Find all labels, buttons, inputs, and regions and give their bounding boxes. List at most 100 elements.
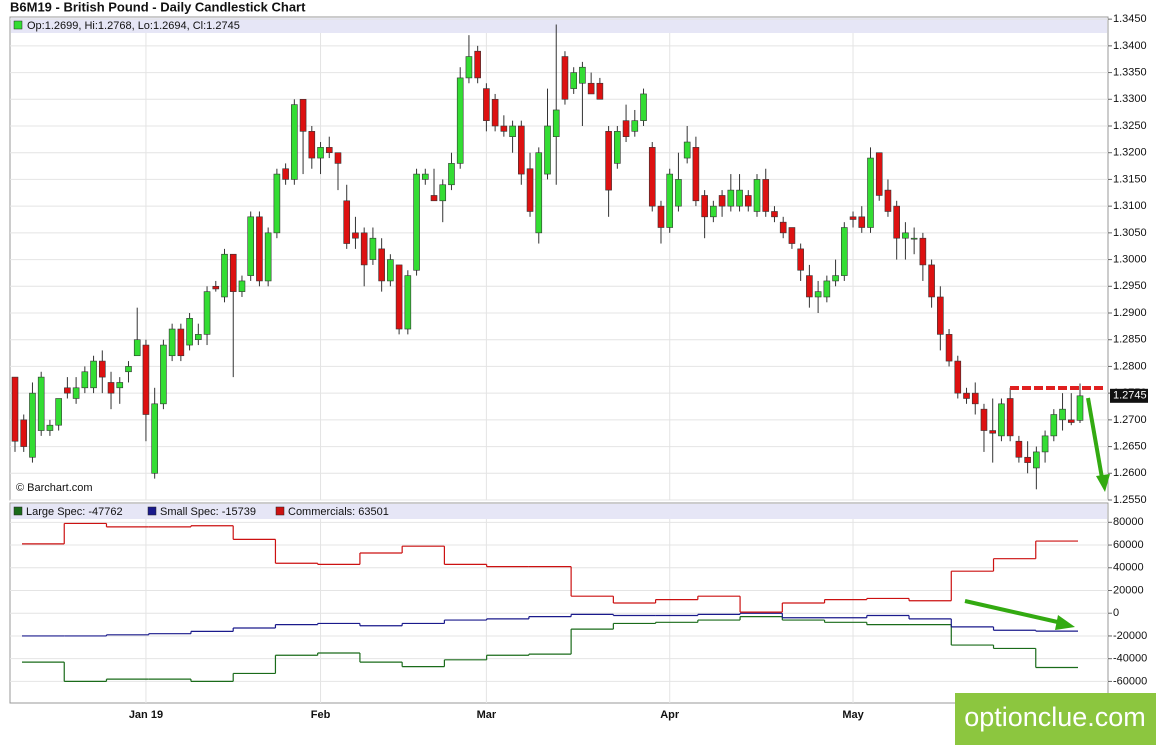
candle-body bbox=[317, 147, 324, 159]
candle-body bbox=[474, 50, 481, 79]
watermark: optionclue.com bbox=[964, 702, 1146, 732]
legend-label: Large Spec: -47762 bbox=[26, 506, 123, 518]
candle-body bbox=[334, 152, 342, 164]
candle-body bbox=[736, 189, 743, 207]
candle-body bbox=[448, 163, 455, 186]
candle-body bbox=[20, 419, 28, 447]
y-tick-label: -40000 bbox=[1113, 653, 1147, 665]
candle-body bbox=[675, 179, 682, 207]
candle-body bbox=[55, 398, 62, 426]
candle-body bbox=[483, 88, 490, 121]
candle-body bbox=[971, 392, 979, 405]
marks bbox=[11, 24, 1084, 683]
candle-body bbox=[291, 104, 298, 180]
candle-body bbox=[640, 93, 647, 121]
candle-body bbox=[264, 232, 272, 282]
candle-body bbox=[648, 147, 656, 207]
candle-body bbox=[299, 98, 307, 132]
candle-body bbox=[456, 77, 464, 164]
y-tick-label: 1.3050 bbox=[1113, 227, 1147, 239]
x-tick-label: Jan 19 bbox=[129, 709, 163, 721]
candle-body bbox=[561, 56, 569, 100]
y-tick-label: 80000 bbox=[1113, 516, 1144, 528]
candle-body bbox=[858, 216, 866, 228]
candle-body bbox=[893, 205, 900, 239]
candle-body bbox=[788, 227, 796, 244]
candle-body bbox=[421, 173, 429, 180]
y-tick-label: 0 bbox=[1113, 607, 1119, 619]
candle-body bbox=[596, 82, 604, 100]
candle-body bbox=[526, 168, 534, 212]
cot-legend-band bbox=[11, 504, 1107, 519]
arrow-head bbox=[1055, 615, 1075, 630]
candle-body bbox=[177, 328, 185, 357]
candle-body bbox=[919, 237, 927, 266]
candle-body bbox=[631, 120, 639, 132]
candle-body bbox=[518, 125, 525, 175]
last-price-label: 1.2745 bbox=[1113, 390, 1147, 402]
candle-body bbox=[910, 237, 918, 240]
candle-body bbox=[81, 371, 89, 389]
candle-body bbox=[849, 216, 857, 220]
y-tick-label: 1.3450 bbox=[1113, 13, 1147, 25]
price-legend-band bbox=[11, 18, 1107, 33]
x-tick-label: Apr bbox=[660, 709, 680, 721]
candle-body bbox=[841, 227, 848, 276]
x-tick-label: Feb bbox=[311, 709, 331, 721]
candle-body bbox=[587, 82, 595, 95]
candle-body bbox=[369, 237, 377, 260]
candle-body bbox=[64, 387, 71, 394]
candle-body bbox=[195, 334, 202, 341]
candle-body bbox=[395, 264, 403, 330]
y-tick-label: 1.3250 bbox=[1113, 120, 1147, 132]
candle-body bbox=[229, 253, 237, 292]
candle-body bbox=[98, 360, 106, 378]
candle-body bbox=[29, 392, 36, 458]
candle-body bbox=[710, 205, 717, 218]
candle-body bbox=[352, 232, 359, 239]
y-tick-label: 1.2850 bbox=[1113, 334, 1147, 346]
candle-body bbox=[72, 387, 80, 399]
legend-swatch bbox=[13, 506, 23, 516]
chart-title: B6M19 - British Pound - Daily Candlestic… bbox=[10, 0, 306, 14]
candle-body bbox=[989, 430, 997, 434]
candle-body bbox=[579, 66, 586, 84]
grid bbox=[10, 18, 1108, 703]
candle-body bbox=[125, 366, 132, 373]
cot-panel bbox=[9, 502, 1109, 704]
candle-body bbox=[387, 259, 394, 282]
candle-body bbox=[1024, 456, 1031, 463]
candle-body bbox=[771, 211, 778, 218]
y-tick-label: 40000 bbox=[1113, 562, 1144, 574]
candle-body bbox=[937, 296, 944, 335]
candle-body bbox=[142, 344, 150, 415]
y-tick-label: 1.3350 bbox=[1113, 66, 1147, 78]
last-price-box bbox=[1110, 388, 1148, 403]
candle-body bbox=[273, 173, 281, 234]
candle-body bbox=[282, 168, 289, 180]
candle-body bbox=[1076, 395, 1084, 421]
candle-body bbox=[1033, 451, 1040, 469]
candle-body bbox=[325, 147, 333, 154]
candle-body bbox=[186, 318, 193, 346]
candle-body bbox=[247, 216, 254, 276]
candle-body bbox=[535, 152, 543, 234]
candle-body bbox=[884, 189, 892, 212]
y-tick-label: 1.2900 bbox=[1113, 307, 1147, 319]
candle-body bbox=[256, 216, 263, 282]
legend-label: Small Spec: -15739 bbox=[160, 506, 256, 518]
y-tick-label: 1.3150 bbox=[1113, 173, 1147, 185]
y-tick-label: -20000 bbox=[1113, 630, 1147, 642]
candle-body bbox=[727, 189, 735, 207]
candle-body bbox=[692, 147, 700, 202]
candle-body bbox=[928, 264, 935, 298]
arrow-annotation bbox=[1086, 397, 1104, 479]
candle-body bbox=[744, 195, 752, 207]
x-tick-label: May bbox=[842, 709, 864, 721]
candle-body bbox=[90, 360, 97, 389]
candle-body bbox=[203, 291, 211, 335]
candle-body bbox=[465, 56, 473, 79]
y-tick-label: 1.2800 bbox=[1113, 360, 1147, 372]
candle-body bbox=[954, 360, 962, 394]
